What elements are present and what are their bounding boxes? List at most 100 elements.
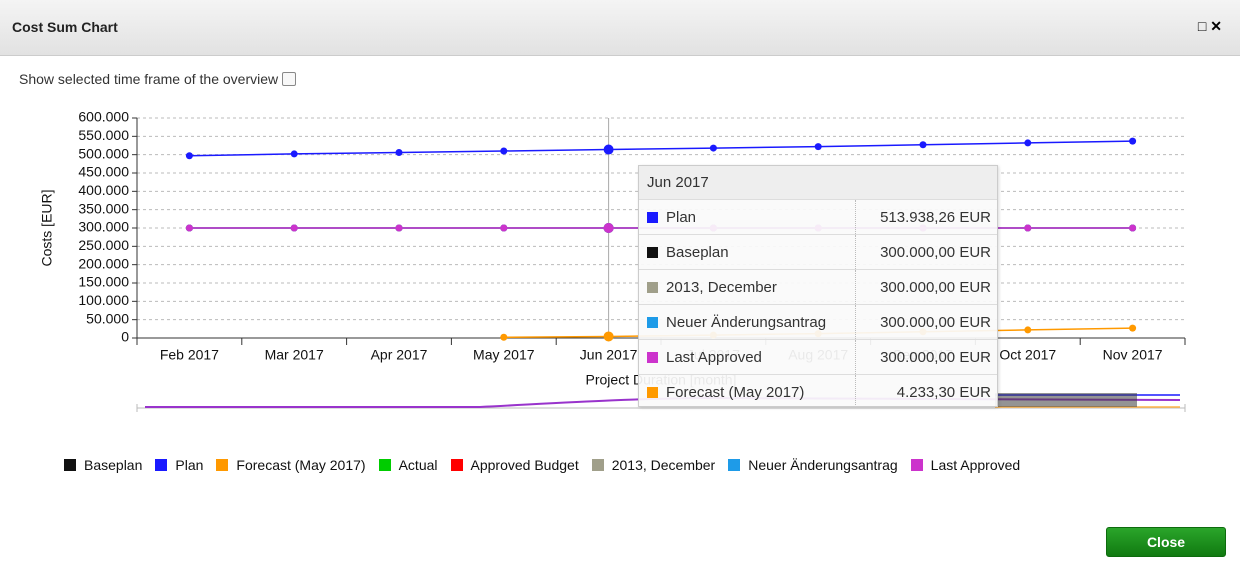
legend-swatch (216, 459, 229, 471)
checkbox[interactable] (282, 72, 297, 86)
series-line (189, 140, 1133, 157)
legend-swatch (728, 459, 741, 471)
series-point (1129, 324, 1137, 332)
chart: Costs [EUR] Project Duration [month] 050… (39, 109, 1186, 412)
y-tick-label: 250.000 (78, 237, 129, 253)
x-tick-label: May 2017 (473, 347, 535, 363)
legend-label: Approved Budget (470, 457, 579, 473)
tooltip-row: Neuer Änderungsantrag 300.000,00 EUR (639, 305, 997, 340)
tooltip-title: Jun 2017 (639, 166, 997, 200)
y-tick-label: 400.000 (78, 182, 129, 198)
series-point (1024, 139, 1032, 147)
tooltip-name: Last Approved (666, 348, 762, 366)
tooltip-value: 4.233,30 EUR (896, 383, 991, 401)
x-tick-label: Jun 2017 (580, 347, 638, 363)
legend-item: Actual (378, 457, 438, 473)
series-point (290, 224, 298, 232)
series-point (500, 333, 508, 341)
tooltip-row: Forecast (May 2017) 4.233,30 EUR (639, 375, 997, 406)
series-point (185, 152, 193, 160)
legend-label: Forecast (May 2017) (236, 457, 366, 473)
tooltip-row: 2013, December 300.000,00 EUR (639, 270, 997, 305)
y-tick-label: 0 (121, 329, 129, 345)
y-tick-label: 600.000 (78, 109, 129, 125)
checkbox-label: Show selected time frame of the overview (19, 71, 279, 87)
y-tick-label: 100.000 (78, 292, 129, 308)
dialog-title: Cost Sum Chart (12, 19, 118, 35)
tooltip-row: Plan 513.938,26 EUR (639, 200, 997, 235)
y-tick-label: 50.000 (86, 310, 129, 326)
series-point (709, 144, 717, 152)
tooltip-value: 300.000,00 EUR (880, 348, 991, 366)
series-point (603, 331, 614, 342)
series-point (1024, 326, 1032, 334)
window-controls[interactable]: □ ✕ (1197, 18, 1222, 34)
tooltip-name-cell: Baseplan (639, 235, 856, 269)
navigator-selection[interactable] (995, 393, 1137, 407)
x-tick-label: Oct 2017 (999, 347, 1056, 363)
tooltip-swatch (647, 281, 658, 293)
tooltip-name-cell: Last Approved (639, 340, 856, 374)
y-tick-label: 300.000 (78, 219, 129, 235)
tooltip-name: Baseplan (666, 243, 729, 261)
tooltip-row: Baseplan 300.000,00 EUR (639, 235, 997, 270)
legend-item: Forecast (May 2017) (216, 457, 366, 473)
tooltip-value: 300.000,00 EUR (880, 278, 991, 296)
legend-label: Baseplan (84, 457, 143, 473)
legend-item: Neuer Änderungsantrag (728, 457, 898, 473)
legend-item: Last Approved (910, 457, 1021, 473)
legend-swatch (910, 459, 923, 471)
tooltip-swatch (647, 316, 658, 328)
dialog-header: Cost Sum Chart □ ✕ (0, 0, 1240, 56)
y-tick-label: 200.000 (78, 255, 129, 271)
series-point (290, 150, 298, 158)
tooltip-name: Forecast (May 2017) (666, 383, 805, 401)
series-point (1129, 137, 1137, 145)
tooltip-value: 300.000,00 EUR (880, 313, 991, 331)
y-axis-title: Costs [EUR] (39, 189, 55, 266)
legend-label: Last Approved (930, 457, 1021, 473)
y-tick-label: 450.000 (78, 164, 129, 180)
series-point (603, 144, 614, 155)
legend-swatch (450, 459, 463, 471)
series-point (395, 148, 403, 156)
legend-label: Plan (175, 457, 204, 473)
tooltip-name: Plan (666, 208, 697, 226)
series-point (500, 224, 508, 232)
series-point (603, 223, 614, 233)
legend-item: 2013, December (591, 457, 715, 473)
y-tick-label: 150.000 (78, 274, 129, 290)
legend-swatch (591, 459, 604, 471)
legend-swatch (64, 459, 76, 471)
series-point (500, 147, 508, 155)
legend-swatch (378, 459, 391, 471)
tooltip-name-cell: Plan (639, 200, 856, 234)
tooltip: Jun 2017 Plan 513.938,26 EUR Baseplan 300.0… (638, 165, 998, 407)
legend-item: Approved Budget (450, 457, 579, 473)
tooltip-value: 300.000,00 EUR (880, 243, 991, 261)
x-tick-label: Apr 2017 (371, 347, 428, 363)
legend-label: Actual (398, 457, 438, 473)
series-point (919, 141, 927, 149)
checkbox-row[interactable]: Show selected time frame of the overview (19, 71, 297, 87)
tooltip-name-cell: 2013, December (639, 270, 856, 304)
series-point (395, 224, 403, 232)
close-button[interactable]: Close (1106, 527, 1226, 557)
tooltip-swatch (647, 246, 658, 258)
legend-label: Neuer Änderungsantrag (748, 457, 898, 473)
legend-item: Plan (155, 457, 203, 473)
y-tick-label: 350.000 (78, 200, 129, 216)
y-tick-label: 500.000 (78, 145, 129, 161)
x-tick-label: Mar 2017 (265, 347, 324, 363)
tooltip-swatch (647, 211, 658, 223)
series-point (185, 224, 193, 232)
tooltip-row: Last Approved 300.000,00 EUR (639, 340, 997, 375)
tooltip-name-cell: Forecast (May 2017) (639, 375, 856, 406)
legend-item: Baseplan (64, 457, 142, 473)
series-point (1024, 224, 1032, 232)
tooltip-swatch (647, 386, 658, 398)
tooltip-value: 513.938,26 EUR (880, 208, 991, 226)
series-point (814, 143, 822, 151)
tooltip-name-cell: Neuer Änderungsantrag (639, 305, 856, 339)
